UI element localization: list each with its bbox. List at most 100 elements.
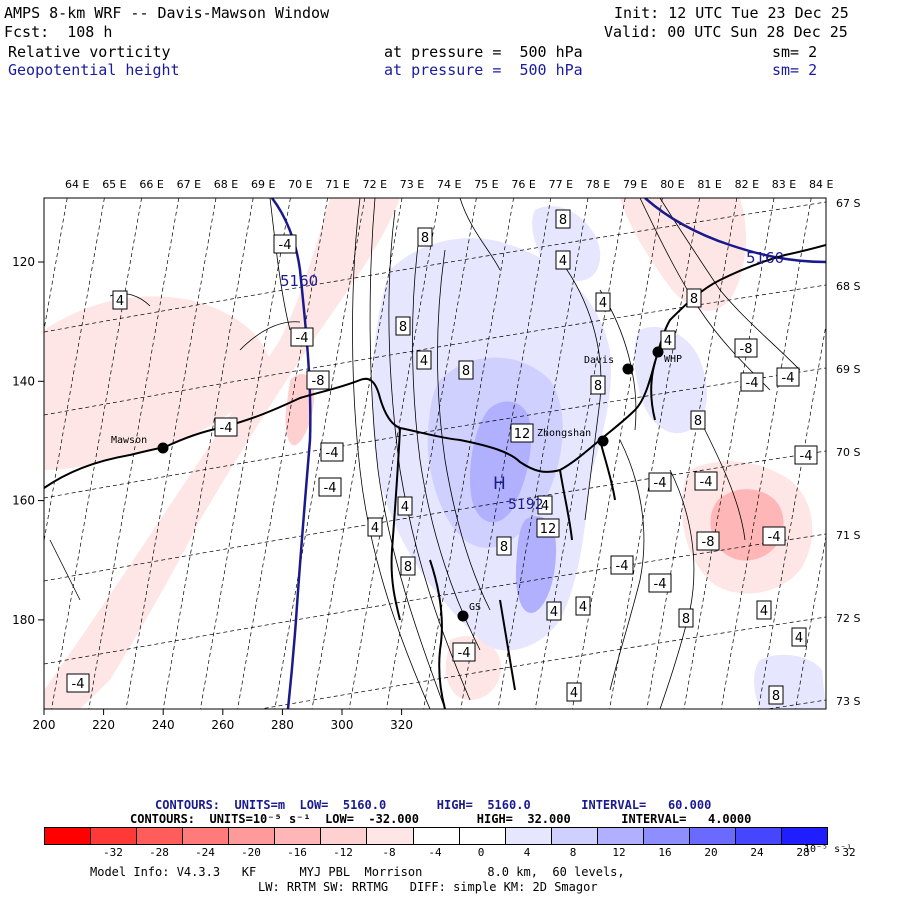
svg-text:4: 4 <box>599 296 607 311</box>
vorticity-label: 8 <box>590 375 606 395</box>
vorticity-label: 4 <box>537 495 553 515</box>
field2-level: at pressure = 500 hPa <box>384 61 583 79</box>
vorticity-label: 8 <box>555 209 571 229</box>
colorbar-swatch <box>459 828 506 844</box>
vorticity-label: -4 <box>648 573 672 593</box>
vorticity-label: -4 <box>214 417 238 437</box>
high-value: 5192 <box>508 497 544 513</box>
vorticity-label: -8 <box>734 338 758 358</box>
vorticity-label: -4 <box>694 471 718 491</box>
vorticity-label: 4 <box>595 292 611 312</box>
lon-label: 69 E <box>251 178 275 191</box>
vorticity-label: -4 <box>318 477 342 497</box>
colorbar-swatch <box>689 828 736 844</box>
colorbar-unit: 10⁻⁵ s⁻¹ <box>804 844 853 855</box>
height-contour-label-west: 5160 <box>280 272 318 290</box>
x-axis-ticks: 200 220 240 260 280 300 320 <box>33 709 413 732</box>
coastline <box>44 244 826 709</box>
colorbar-tick-label: -20 <box>241 846 261 859</box>
vorticity-label: 4 <box>566 682 582 702</box>
svg-text:-4: -4 <box>782 371 795 386</box>
lon-label: 67 E <box>177 178 201 191</box>
y-axis-ticks: 120 140 160 180 <box>12 255 44 627</box>
lon-label: 75 E <box>474 178 498 191</box>
svg-text:4: 4 <box>570 686 578 701</box>
svg-text:4: 4 <box>579 600 587 615</box>
x-tick-label: 260 <box>211 718 234 732</box>
vorticity-label: -4 <box>794 445 818 465</box>
vorticity-label: 4 <box>660 330 676 350</box>
svg-text:-4: -4 <box>654 577 667 592</box>
colorbar-swatch <box>367 828 414 844</box>
neg-vorticity-band-diagonal <box>44 198 400 709</box>
station-zhongshan: Zhongshan <box>537 428 609 447</box>
field1-smoothing: sm= 2 <box>772 43 818 61</box>
model-info-line1: Model Info: V4.3.3 KF MYJ PBL Morrison 8… <box>90 865 625 879</box>
svg-text:4: 4 <box>371 521 379 536</box>
vorticity-label: 8 <box>400 556 416 576</box>
meridian <box>51 198 142 709</box>
parallel <box>258 616 826 709</box>
svg-text:-4: -4 <box>768 530 781 545</box>
neg-vorticity-band-west <box>44 296 271 470</box>
meridian <box>44 198 68 332</box>
lon-label: 83 E <box>772 178 796 191</box>
vorticity-label: -4 <box>648 472 672 492</box>
colorbar-swatch <box>183 828 230 844</box>
meridian <box>311 198 403 709</box>
vorticity-label: 4 <box>555 250 571 270</box>
vorticity-label: 8 <box>690 410 706 430</box>
vorticity-label: -4 <box>776 367 800 387</box>
svg-text:8: 8 <box>772 689 780 704</box>
colorbar-swatch <box>45 828 92 844</box>
lat-label: 68 S <box>836 280 860 293</box>
y-tick-label: 180 <box>12 613 35 627</box>
svg-text:4: 4 <box>559 254 567 269</box>
colorbar-tick-label: 12 <box>612 846 626 859</box>
lat-label: 70 S <box>836 446 860 459</box>
station-gs: GS <box>457 602 481 622</box>
vorticity-label: 4 <box>112 290 128 310</box>
vorticity-label: 4 <box>791 627 807 647</box>
meridian <box>125 198 217 709</box>
forecast-hour: Fcst: 108 h <box>4 23 113 41</box>
lat-label: 67 S <box>836 197 860 210</box>
lon-label: 72 E <box>363 178 387 191</box>
svg-text:GS: GS <box>469 602 481 613</box>
meridian <box>423 198 514 709</box>
vorticity-label: -4 <box>290 327 314 347</box>
parallel <box>44 284 826 416</box>
lon-label: 66 E <box>139 178 163 191</box>
parallel <box>44 367 826 499</box>
height-contour-info: CONTOURS: UNITS=m LOW= 5160.0 HIGH= 5160… <box>155 798 712 812</box>
colorbar-swatch <box>413 828 460 844</box>
colorbar-swatch <box>229 828 276 844</box>
lon-label: 81 E <box>697 178 721 191</box>
station-davis: Davis <box>584 355 634 375</box>
colorbar-swatch <box>643 828 690 844</box>
svg-text:-4: -4 <box>458 646 471 661</box>
svg-text:-4: -4 <box>279 238 292 253</box>
neg-vorticity-strip-amery <box>285 374 315 446</box>
height-contour-label-east: 5160 <box>746 249 784 267</box>
colorbar-tick-label: 28 <box>796 846 810 859</box>
svg-text:4: 4 <box>420 354 428 369</box>
svg-text:8: 8 <box>462 364 470 379</box>
colorbar-tick-label: -8 <box>382 846 396 859</box>
colorbar-swatch <box>782 828 828 844</box>
station-mawson: Mawson <box>111 435 169 454</box>
colorbar-tick-label: 24 <box>750 846 764 859</box>
svg-text:4: 4 <box>760 604 768 619</box>
colorbar-tick-label: -16 <box>287 846 307 859</box>
colorbar-swatch <box>275 828 322 844</box>
lon-label: 68 E <box>214 178 238 191</box>
x-tick-label: 220 <box>92 718 115 732</box>
lon-label: 84 E <box>809 178 833 191</box>
chart-title: AMPS 8-km WRF -- Davis-Mawson Window <box>4 4 330 22</box>
vorticity-contour-labels: -4 4 -4 -8 -4 -4 -4 8 8 4 8 8 4 4 8 8 4 -8 -4 -4 8 12 4 4 4 12 8 8 -… <box>66 209 818 705</box>
colorbar-tick-label: -32 <box>103 846 123 859</box>
svg-text:4: 4 <box>401 500 409 515</box>
vorticity-label: 4 <box>416 350 432 370</box>
svg-text:-4: -4 <box>72 677 85 692</box>
svg-text:8: 8 <box>594 379 602 394</box>
